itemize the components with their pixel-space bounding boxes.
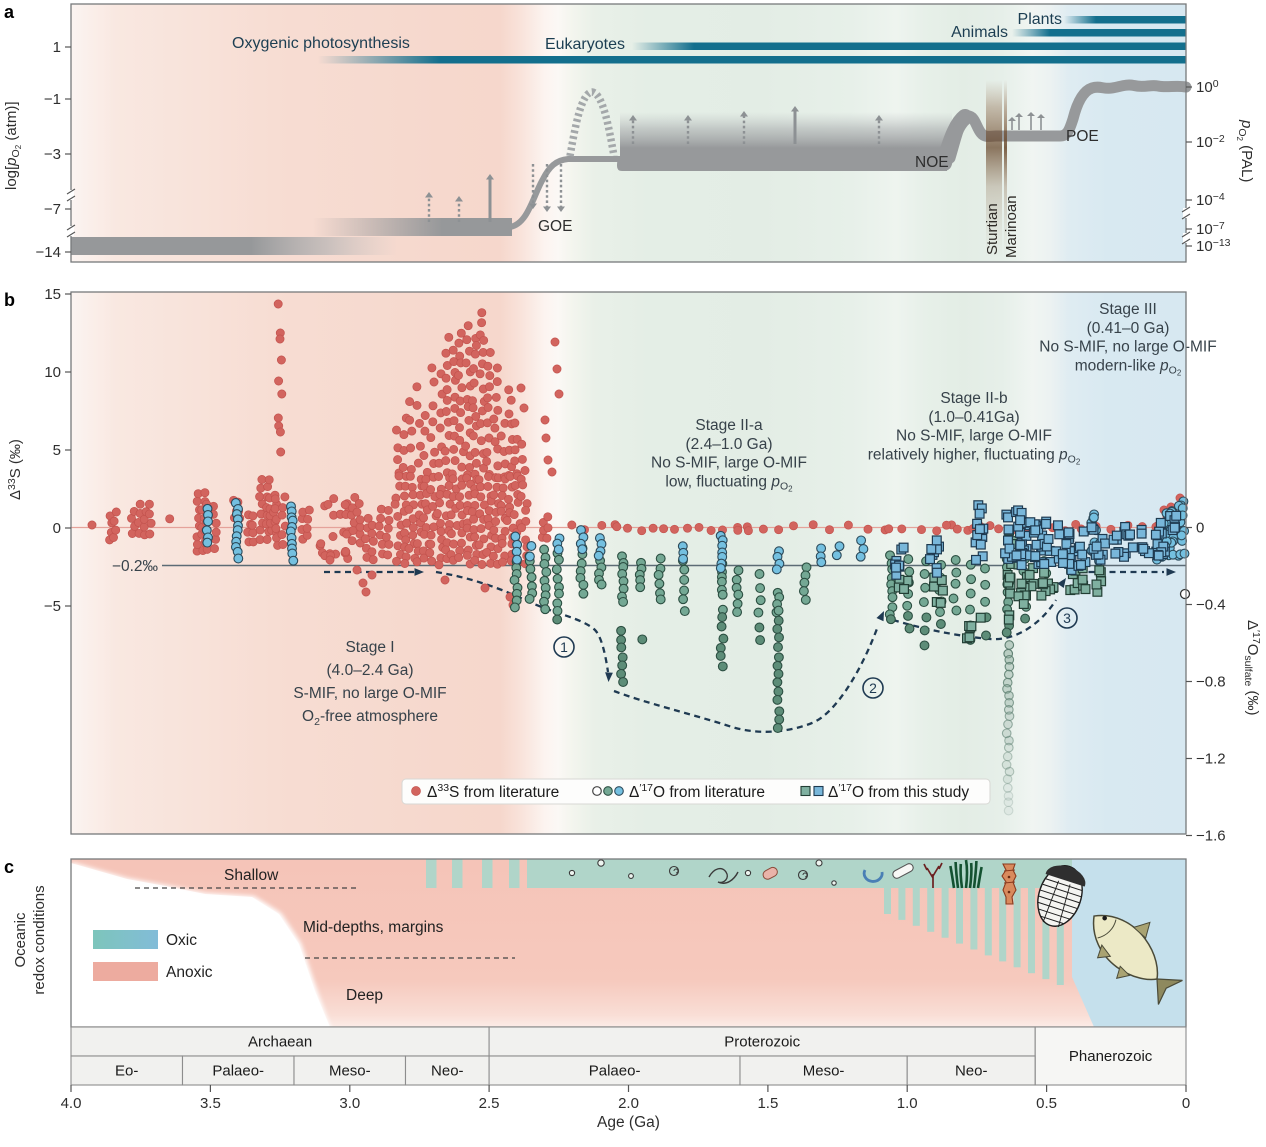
svg-text:−3: −3 <box>44 146 61 163</box>
svg-text:5: 5 <box>53 442 61 459</box>
svg-text:−1.6: −1.6 <box>1196 828 1226 845</box>
svg-text:Stage III: Stage III <box>1099 301 1157 318</box>
svg-text:Archaean: Archaean <box>248 1034 312 1051</box>
svg-text:GOE: GOE <box>538 218 572 235</box>
svg-text:Δ′17Osulfate (‰): Δ′17Osulfate (‰) <box>1242 620 1262 715</box>
svg-text:−0.2‰: −0.2‰ <box>112 558 159 575</box>
svg-text:pO2 (PAL): pO2 (PAL) <box>1235 119 1255 182</box>
svg-text:relatively higher, fluctuating: relatively higher, fluctuating pO2 <box>868 446 1081 466</box>
svg-text:−7: −7 <box>44 201 61 218</box>
svg-text:3: 3 <box>1063 610 1071 626</box>
svg-text:2: 2 <box>869 680 877 696</box>
svg-text:−14: −14 <box>36 244 61 261</box>
svg-text:Meso-: Meso- <box>803 1063 845 1080</box>
svg-text:Eukaryotes: Eukaryotes <box>545 36 625 53</box>
svg-text:log[pO2 (atm)]: log[pO2 (atm)] <box>3 102 23 191</box>
svg-text:(2.4–1.0 Ga): (2.4–1.0 Ga) <box>685 436 772 453</box>
svg-text:Animals: Animals <box>951 24 1008 41</box>
svg-text:c: c <box>4 857 14 877</box>
svg-text:−0.4: −0.4 <box>1196 597 1226 614</box>
svg-text:0.5: 0.5 <box>1036 1095 1057 1112</box>
svg-text:0: 0 <box>1182 1095 1190 1112</box>
svg-text:Eo-: Eo- <box>115 1063 138 1080</box>
svg-text:redox conditions: redox conditions <box>31 885 48 994</box>
svg-text:Anoxic: Anoxic <box>166 964 213 981</box>
svg-text:−5: −5 <box>44 598 61 615</box>
svg-text:10: 10 <box>44 364 61 381</box>
svg-text:(1.0–0.41Ga): (1.0–0.41Ga) <box>928 409 1019 426</box>
svg-text:Neo-: Neo- <box>431 1063 464 1080</box>
svg-text:−1.2: −1.2 <box>1196 751 1226 768</box>
svg-text:Meso-: Meso- <box>329 1063 371 1080</box>
svg-text:O2-free atmosphere: O2-free atmosphere <box>302 708 438 728</box>
svg-text:0: 0 <box>53 520 61 537</box>
svg-text:1.5: 1.5 <box>757 1095 778 1112</box>
svg-text:a: a <box>4 2 15 22</box>
svg-text:No S-MIF, large O-MIF: No S-MIF, large O-MIF <box>651 455 807 472</box>
svg-text:−1: −1 <box>44 91 61 108</box>
svg-text:Δ′17O from this study: Δ′17O from this study <box>828 782 969 801</box>
svg-text:S-MIF, no large O-MIF: S-MIF, no large O-MIF <box>293 685 446 702</box>
svg-text:(4.0–2.4 Ga): (4.0–2.4 Ga) <box>326 662 413 679</box>
svg-text:Mid-depths, margins: Mid-depths, margins <box>303 919 444 936</box>
svg-text:Sturtian: Sturtian <box>984 203 1001 255</box>
svg-text:No S-MIF, no large O-MIF: No S-MIF, no large O-MIF <box>1039 339 1216 356</box>
svg-text:Δ′17O from literature: Δ′17O from literature <box>629 782 765 801</box>
svg-text:Stage I: Stage I <box>345 639 394 656</box>
svg-text:2.0: 2.0 <box>618 1095 639 1112</box>
svg-text:modern-like pO2: modern-like pO2 <box>1075 357 1182 377</box>
svg-text:POE: POE <box>1066 128 1099 145</box>
svg-text:Palaeo-: Palaeo- <box>212 1063 264 1080</box>
svg-text:3.5: 3.5 <box>200 1095 221 1112</box>
svg-text:Oxygenic photosynthesis: Oxygenic photosynthesis <box>232 35 410 52</box>
svg-text:4.0: 4.0 <box>61 1095 82 1112</box>
svg-text:Plants: Plants <box>1018 11 1062 28</box>
svg-text:Neo-: Neo- <box>955 1063 988 1080</box>
svg-text:Stage II-a: Stage II-a <box>695 417 763 434</box>
svg-text:NOE: NOE <box>915 154 949 171</box>
svg-text:1.0: 1.0 <box>897 1095 918 1112</box>
svg-text:Phanerozoic: Phanerozoic <box>1069 1048 1153 1065</box>
svg-text:Proterozoic: Proterozoic <box>724 1034 800 1051</box>
svg-text:(0.41–0 Ga): (0.41–0 Ga) <box>1087 320 1170 337</box>
svg-text:1: 1 <box>53 39 61 56</box>
svg-text:Stage II-b: Stage II-b <box>940 390 1007 407</box>
svg-text:3.0: 3.0 <box>339 1095 360 1112</box>
svg-text:Marinoan: Marinoan <box>1003 195 1020 258</box>
svg-text:Palaeo-: Palaeo- <box>589 1063 641 1080</box>
svg-text:Δ33S (‰): Δ33S (‰) <box>6 439 24 500</box>
svg-text:−0.8: −0.8 <box>1196 674 1226 691</box>
svg-text:low, fluctuating pO2: low, fluctuating pO2 <box>665 473 793 493</box>
svg-text:1: 1 <box>560 639 568 655</box>
svg-text:No S-MIF, large O-MIF: No S-MIF, large O-MIF <box>896 428 1052 445</box>
svg-text:Oceanic: Oceanic <box>12 912 29 968</box>
svg-text:Oxic: Oxic <box>166 932 197 949</box>
svg-text:b: b <box>4 290 15 310</box>
svg-text:Deep: Deep <box>346 987 383 1004</box>
svg-text:Δ33S from literature: Δ33S from literature <box>427 782 559 801</box>
svg-text:Age (Ga): Age (Ga) <box>597 1114 660 1131</box>
svg-text:Shallow: Shallow <box>224 867 279 884</box>
svg-text:0: 0 <box>1196 520 1204 537</box>
svg-text:2.5: 2.5 <box>479 1095 500 1112</box>
svg-text:15: 15 <box>44 286 61 303</box>
